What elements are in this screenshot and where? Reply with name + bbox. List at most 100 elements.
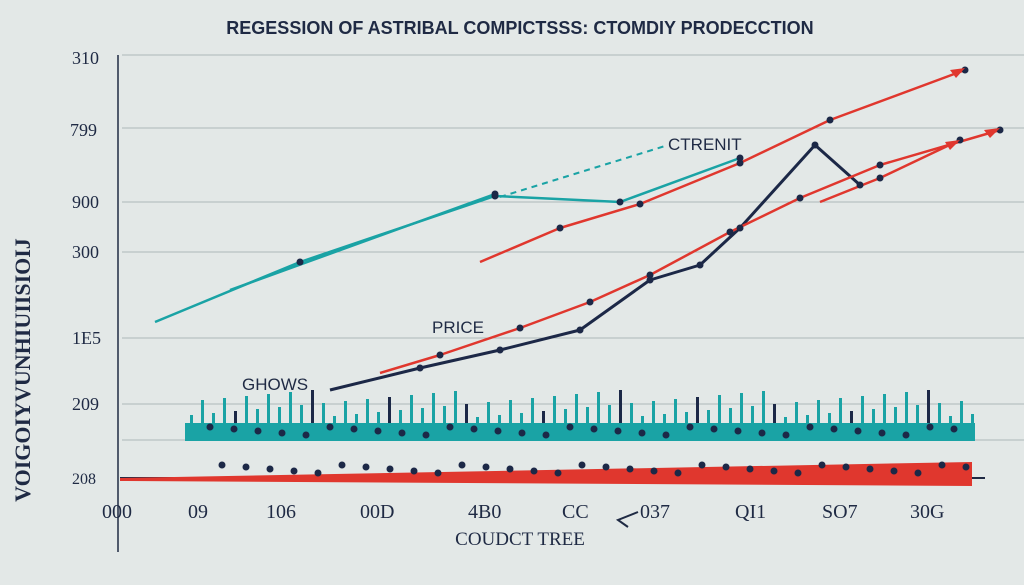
band-tick <box>278 407 281 423</box>
band-tick <box>729 408 732 423</box>
band-point <box>650 467 658 475</box>
band-point <box>782 431 790 439</box>
band-tick <box>652 401 655 423</box>
band-point <box>410 467 418 475</box>
data-point <box>586 298 594 306</box>
band-point <box>686 423 694 431</box>
teal-band-ticks <box>190 390 974 423</box>
data-point <box>736 224 744 232</box>
band-tick <box>289 392 292 423</box>
x-tick-label: 00D <box>360 501 394 523</box>
band-tick <box>839 398 842 423</box>
y-tick-label: 900 <box>72 192 99 212</box>
band-point <box>338 461 346 469</box>
data-point <box>826 116 834 124</box>
x-tick-label: 000 <box>102 501 132 523</box>
data-point <box>636 200 644 208</box>
band-point <box>266 465 274 473</box>
band-tick <box>487 402 490 423</box>
band-tick <box>828 413 831 423</box>
y-tick-labels: 310 799 900 300 1E5 209 208 <box>70 48 101 488</box>
series-line-2 <box>479 68 966 264</box>
band-point <box>746 465 754 473</box>
band-point <box>230 425 238 433</box>
x-tick-label: 30G <box>910 501 944 523</box>
band-tick <box>355 414 358 423</box>
band-tick <box>421 408 424 423</box>
red-band <box>120 462 972 486</box>
band-tick <box>465 404 468 423</box>
data-point <box>876 174 884 182</box>
dashed-trend-line <box>499 145 666 198</box>
series-line-1 <box>329 143 861 392</box>
band-tick <box>663 414 666 423</box>
band-point <box>554 469 562 477</box>
x-axis-label: COUDCT TREE <box>455 529 585 550</box>
band-tick <box>905 392 908 423</box>
band-point <box>578 461 586 469</box>
band-point <box>926 423 934 431</box>
band-tick <box>685 412 688 423</box>
x-tick-label: 4B0 <box>468 501 501 523</box>
band-tick <box>267 394 270 423</box>
data-point <box>496 346 504 354</box>
band-point <box>626 465 634 473</box>
band-point <box>362 463 370 471</box>
band-tick <box>927 390 930 423</box>
band-tick <box>223 398 226 423</box>
band-point <box>494 427 502 435</box>
band-tick <box>850 411 853 423</box>
band-tick <box>454 391 457 423</box>
band-point <box>818 461 826 469</box>
band-point <box>770 467 778 475</box>
band-point <box>722 463 730 471</box>
band-tick <box>674 399 677 423</box>
y-tick-label: 1E5 <box>72 328 101 348</box>
band-tick <box>586 407 589 423</box>
band-point <box>878 429 886 437</box>
band-tick <box>806 415 809 423</box>
band-tick <box>300 405 303 423</box>
band-point <box>398 429 406 437</box>
band-point <box>734 427 742 435</box>
band-tick <box>872 409 875 423</box>
band-point <box>302 431 310 439</box>
data-point <box>646 271 654 279</box>
red-arrowhead-1 <box>950 68 965 78</box>
band-point <box>962 463 970 471</box>
band-tick <box>344 401 347 423</box>
band-point <box>566 423 574 431</box>
band-tick <box>388 397 391 423</box>
band-point <box>806 423 814 431</box>
band-point <box>950 425 958 433</box>
band-point <box>662 431 670 439</box>
data-point <box>556 224 564 232</box>
band-tick <box>410 395 413 423</box>
band-tick <box>949 416 952 423</box>
data-point <box>436 351 444 359</box>
annotation-ctrenit: CTRENIT <box>668 135 742 154</box>
data-point <box>736 154 744 162</box>
band-point <box>374 427 382 435</box>
band-point <box>590 425 598 433</box>
data-point <box>856 181 864 189</box>
data-point <box>726 228 734 236</box>
y-tick-label: 310 <box>72 48 99 68</box>
y-tick-label: 799 <box>70 120 97 140</box>
x-tick-label: CC <box>562 501 589 523</box>
red-arrowhead-3 <box>945 140 960 150</box>
x-tick-label: QI1 <box>735 501 766 523</box>
x-tick-label: 106 <box>266 501 296 523</box>
price-cursor <box>615 511 639 528</box>
band-point <box>698 461 706 469</box>
band-tick <box>234 411 237 423</box>
band-point <box>506 465 514 473</box>
x-tick-labels: 000 09 106 00D 4B0 CC 037 QI1 SO7 30G <box>102 501 944 523</box>
band-tick <box>696 397 699 423</box>
band-point <box>470 425 478 433</box>
band-point <box>242 463 250 471</box>
band-point <box>602 463 610 471</box>
band-point <box>638 429 646 437</box>
chart-title: REGESSION OF ASTRIBAL COMPICTSSS: CTOMDI… <box>226 18 813 38</box>
